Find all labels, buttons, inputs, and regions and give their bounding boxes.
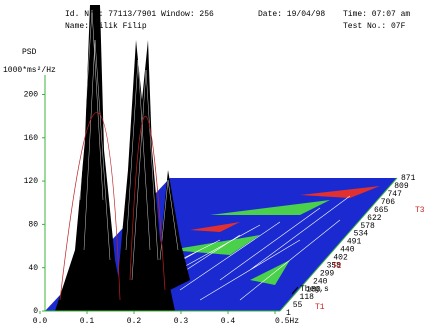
z-tick-label: 871 bbox=[401, 174, 416, 183]
z-axis-label: Tbeg,s bbox=[300, 285, 329, 294]
surface-band bbox=[170, 235, 260, 255]
y-tick-label: 40 bbox=[28, 264, 38, 273]
x-tick-label: 0.3 bbox=[174, 317, 189, 326]
z-tick-label: 180 bbox=[306, 285, 321, 294]
surface-band bbox=[190, 222, 240, 232]
z-tick-label: 622 bbox=[367, 214, 382, 223]
surface bbox=[45, 5, 397, 311]
z-axis bbox=[279, 177, 398, 312]
x-tick-label: 0.0 bbox=[33, 317, 48, 326]
trace-marker: T2 bbox=[332, 262, 342, 271]
z-tick-label: 578 bbox=[360, 222, 375, 231]
z-tick-label: 55 bbox=[293, 301, 303, 310]
z-tick-label: 402 bbox=[333, 254, 348, 263]
x-tick-label: 0.1 bbox=[80, 317, 95, 326]
x-tick-label: 0.4 bbox=[221, 317, 236, 326]
header: Id. Nr.: 77113/7901 Window: 256 Date: 19… bbox=[65, 10, 410, 31]
z-tick-label: 809 bbox=[394, 182, 409, 191]
peaks bbox=[55, 5, 190, 311]
z-tick-label: 534 bbox=[354, 230, 369, 239]
z-tick-label: 1 bbox=[286, 309, 291, 318]
header-test: Test No.: 07F bbox=[343, 22, 406, 31]
y-tick-label: 80 bbox=[28, 221, 38, 230]
z-tick-label: 491 bbox=[347, 238, 362, 247]
z-tick-label: 240 bbox=[313, 277, 328, 286]
z-tick-label: 706 bbox=[381, 198, 396, 207]
trace-marker: T1 bbox=[315, 303, 325, 312]
z-tick-label: 118 bbox=[300, 293, 315, 302]
header-id: Id. Nr.: 77113/7901 Window: 256 bbox=[65, 10, 214, 19]
z-tick-label: 440 bbox=[340, 246, 355, 255]
z-tick-label: 358 bbox=[327, 261, 342, 270]
trace-marker: T3 bbox=[415, 206, 425, 215]
y-axis-unit: 1000*ms²/Hz bbox=[3, 66, 56, 75]
x-tick-label: 0.5Hz bbox=[275, 317, 299, 326]
z-label-tick bbox=[291, 286, 299, 295]
y-tick-label: 200 bbox=[24, 91, 39, 100]
surface-band bbox=[250, 260, 290, 285]
surface-band bbox=[300, 186, 380, 198]
y-tick-label: 120 bbox=[24, 177, 39, 186]
x-tick-label: 0.2 bbox=[127, 317, 142, 326]
header-date: Date: 19/04/98 bbox=[258, 10, 325, 19]
z-tick-label: 747 bbox=[387, 190, 402, 199]
y-tick-label: 160 bbox=[24, 134, 39, 143]
z-tick-label: 665 bbox=[374, 206, 389, 215]
surface-band bbox=[210, 200, 330, 215]
y-axis-label: PSD bbox=[22, 48, 37, 57]
y-tick-label: 0 bbox=[33, 307, 38, 316]
header-time: Time: 07:07 am bbox=[343, 10, 410, 19]
header-name: Name: Cilik Filip bbox=[65, 22, 147, 31]
z-tick-label: 299 bbox=[320, 269, 335, 278]
